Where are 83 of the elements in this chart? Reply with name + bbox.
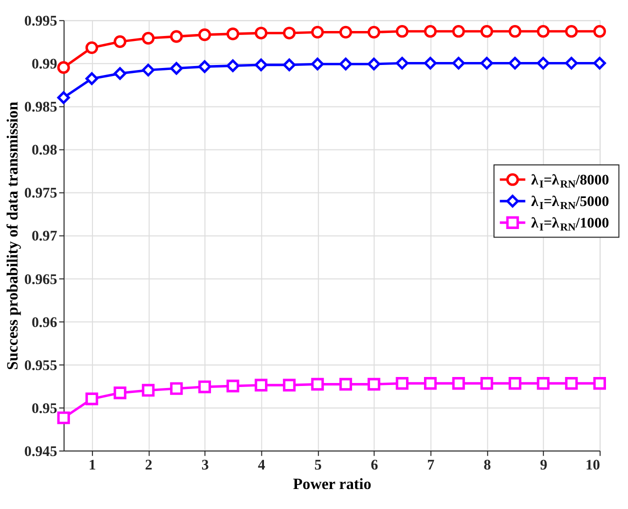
point [114, 67, 126, 80]
point [565, 24, 578, 38]
point [57, 61, 70, 74]
y-tick-label: 0.975 [24, 186, 58, 202]
point [85, 392, 98, 406]
point [226, 380, 240, 392]
point [452, 56, 465, 70]
point [114, 35, 126, 48]
point [142, 32, 155, 45]
x-tick-label: 3 [201, 458, 209, 474]
point [424, 56, 437, 70]
point [198, 60, 212, 73]
point [452, 377, 465, 390]
point [311, 58, 324, 70]
point [85, 72, 98, 86]
point [282, 58, 296, 72]
x-tick-label: 9 [540, 458, 548, 474]
x-tick-label: 1 [88, 458, 96, 474]
point [480, 377, 494, 390]
point [368, 26, 380, 39]
y-tick-label: 0.945 [24, 444, 58, 460]
y-tick-label: 0.95 [32, 400, 58, 417]
point [508, 377, 522, 390]
x-tick-label: 5 [314, 458, 322, 474]
point [368, 378, 380, 391]
x-axis-title: Power ratio [292, 476, 372, 494]
point [226, 28, 240, 40]
point [593, 24, 606, 38]
point [57, 91, 70, 104]
point [198, 380, 212, 394]
point [536, 377, 550, 390]
x-tick-label: 6 [370, 458, 378, 474]
point [396, 377, 408, 390]
point [593, 56, 606, 70]
point [565, 377, 578, 390]
y-tick-label: 0.985 [24, 100, 58, 116]
y-tick-label: 0.995 [24, 14, 58, 30]
y-tick-label: 0.955 [24, 358, 58, 374]
point [339, 26, 352, 39]
x-tick-label: 7 [427, 458, 435, 474]
point [311, 378, 324, 391]
point [565, 56, 578, 70]
y-tick-label: 0.96 [32, 314, 58, 331]
y-axis-title: Success probability of data transmission [4, 101, 22, 370]
y-tick-label: 0.98 [32, 142, 58, 159]
point [424, 24, 437, 38]
point [339, 378, 352, 391]
point [424, 377, 437, 390]
point [508, 24, 522, 38]
point [254, 58, 268, 72]
point [536, 24, 550, 38]
point [142, 64, 155, 76]
x-tick-label: 8 [484, 458, 491, 474]
x-tick-label: 2 [145, 458, 152, 474]
point [85, 41, 98, 54]
point [452, 24, 465, 38]
point [57, 411, 70, 424]
point [198, 28, 212, 42]
point [396, 56, 408, 70]
point [368, 58, 380, 70]
point [311, 26, 324, 39]
point [536, 56, 550, 70]
x-tick-label: 4 [258, 458, 266, 474]
point [142, 384, 155, 397]
y-tick-label: 0.97 [32, 228, 58, 245]
point [480, 24, 494, 38]
point [593, 377, 606, 390]
point [254, 26, 268, 40]
y-tick-label: 0.99 [32, 56, 58, 73]
x-tick-label: 10 [585, 458, 600, 474]
point [396, 24, 408, 38]
point [339, 58, 352, 70]
point [282, 26, 296, 40]
point [508, 56, 522, 70]
point [480, 56, 494, 70]
point [282, 378, 296, 392]
point [114, 386, 126, 400]
point [170, 382, 183, 395]
y-tick-label: 0.965 [24, 272, 58, 288]
point [170, 62, 183, 75]
point [170, 30, 183, 43]
point [226, 59, 240, 72]
point [254, 378, 268, 392]
